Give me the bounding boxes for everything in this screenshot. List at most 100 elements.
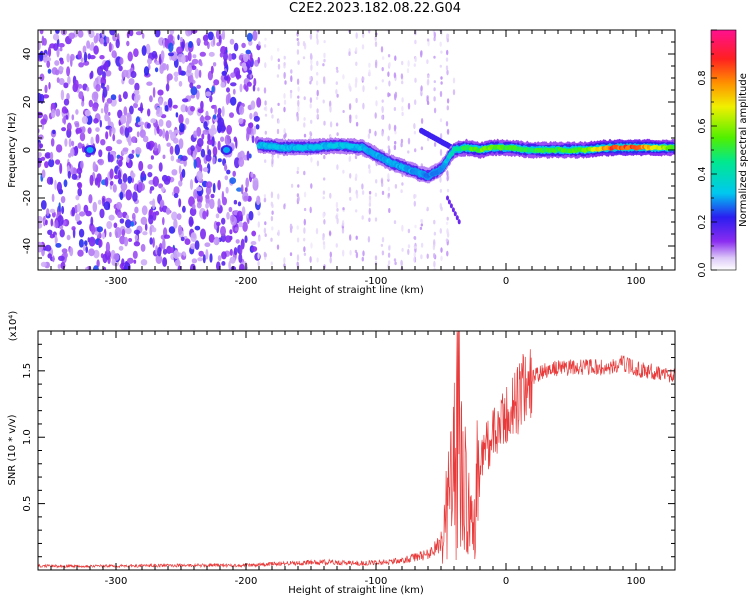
noise-blob	[277, 229, 280, 237]
noise-blob	[283, 62, 286, 66]
noise-blob	[149, 237, 153, 245]
y-tick-label: 1.0	[22, 429, 33, 445]
noise-blob	[433, 96, 436, 102]
noise-blob	[348, 103, 352, 111]
noise-blob	[178, 65, 182, 76]
noise-blob	[116, 139, 123, 145]
noise-blob	[335, 66, 339, 71]
noise-blob	[257, 260, 260, 267]
noise-blob	[368, 69, 371, 76]
noise-blob	[348, 155, 352, 162]
noise-blob	[375, 100, 378, 107]
noise-blob	[90, 136, 94, 146]
noise-blob	[217, 140, 221, 151]
noise-blob	[361, 183, 364, 190]
x-tick-label: -100	[365, 276, 388, 287]
noise-blob	[44, 152, 52, 159]
noise-blob	[349, 116, 352, 124]
noise-blob	[60, 89, 65, 101]
noise-blob	[393, 107, 397, 111]
noise-blob	[126, 40, 130, 47]
noise-blob	[77, 30, 84, 38]
noise-blob	[38, 134, 44, 140]
noise-blob	[93, 265, 99, 270]
noise-blob	[322, 196, 325, 200]
noise-blob	[341, 227, 345, 234]
noise-blob	[426, 253, 429, 259]
noise-blob	[200, 148, 206, 158]
noise-blob	[87, 127, 92, 134]
noise-blob	[445, 238, 449, 242]
noise-blob	[283, 72, 286, 79]
noise-blob	[61, 205, 65, 215]
noise-blob	[380, 179, 384, 184]
noise-blob	[414, 224, 417, 229]
noise-blob	[236, 187, 243, 192]
noise-blob	[309, 206, 312, 214]
noise-blob	[95, 134, 100, 144]
noise-blob	[393, 124, 397, 132]
noise-blob	[158, 162, 163, 172]
noise-blob	[94, 231, 99, 236]
noise-blob	[253, 115, 260, 122]
noise-blob	[226, 169, 231, 175]
noise-blob	[433, 267, 436, 270]
noise-blob	[79, 211, 86, 217]
noise-blob	[147, 172, 153, 178]
noise-blob	[134, 206, 139, 214]
x-tick-label: 100	[626, 276, 645, 287]
noise-blob	[44, 84, 48, 94]
noise-blob	[44, 244, 52, 252]
noise-blob	[45, 219, 48, 226]
noise-blob	[284, 80, 287, 85]
noise-blob	[433, 80, 436, 84]
noise-blob	[264, 253, 267, 258]
noise-blob	[257, 196, 260, 202]
noise-blob	[170, 155, 175, 162]
noise-blob	[81, 100, 85, 107]
noise-blob	[303, 207, 307, 212]
noise-blob	[39, 51, 44, 62]
noise-blob	[361, 190, 365, 195]
noise-blob	[150, 155, 154, 160]
noise-blob	[154, 67, 159, 73]
noise-blob	[439, 118, 443, 123]
noise-blob	[38, 222, 43, 229]
x-tick-label: -200	[235, 576, 258, 587]
noise-blob	[83, 60, 90, 66]
noise-blob	[336, 132, 339, 137]
noise-blob	[296, 170, 299, 174]
noise-blob	[49, 208, 56, 214]
noise-blob	[251, 135, 255, 144]
noise-blob	[394, 184, 398, 189]
noise-blob	[173, 71, 179, 77]
noise-blob	[297, 99, 300, 107]
noise-blob	[270, 107, 273, 114]
noise-blob	[67, 75, 71, 85]
noise-blob	[355, 251, 359, 259]
noise-blob	[400, 142, 403, 148]
noise-blob	[234, 227, 239, 232]
noise-blob	[121, 258, 125, 267]
noise-blob	[63, 115, 67, 125]
noise-blob	[85, 114, 93, 125]
noise-blob	[85, 266, 89, 270]
noise-blob	[413, 200, 416, 207]
noise-blob	[252, 177, 259, 187]
noise-blob	[368, 195, 372, 200]
noise-blob	[123, 262, 131, 270]
spectrogram-field	[38, 30, 675, 270]
noise-blob	[46, 60, 51, 68]
noise-blob	[446, 188, 450, 193]
noise-blob	[445, 65, 449, 71]
noise-blob	[236, 210, 243, 222]
noise-blob	[407, 150, 410, 154]
noise-blob	[247, 69, 252, 75]
noise-blob	[283, 106, 286, 113]
noise-blob	[277, 47, 280, 52]
noise-blob	[204, 115, 211, 121]
noise-blob	[145, 43, 151, 55]
noise-blob	[239, 150, 245, 159]
noise-blob	[122, 91, 128, 100]
